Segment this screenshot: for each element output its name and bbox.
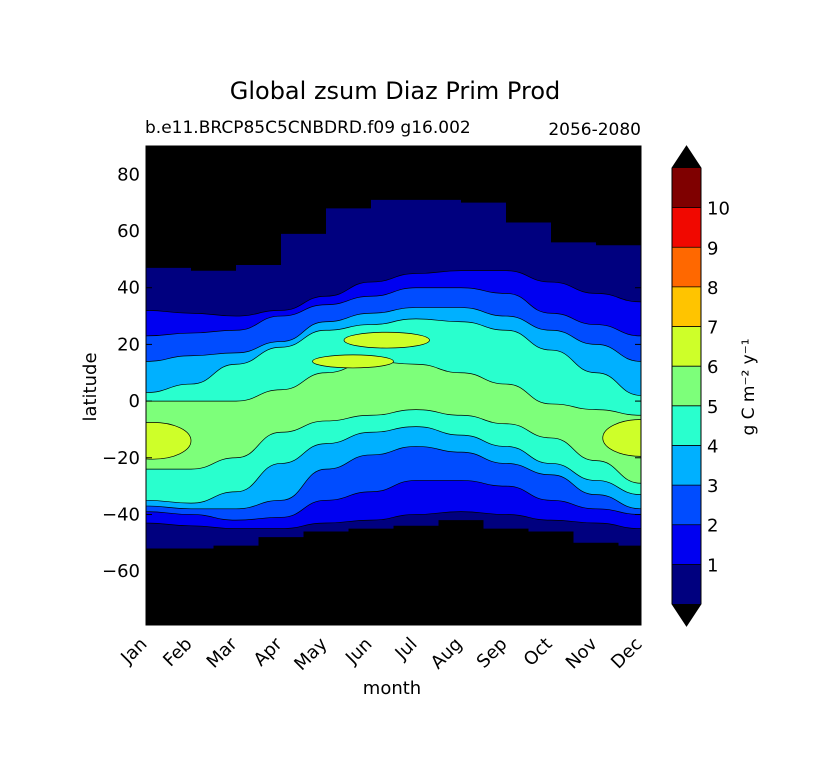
colorbar-swatch bbox=[672, 445, 701, 486]
x-axis-label: month bbox=[363, 678, 421, 699]
chart-subtitle-right: 2056-2080 bbox=[548, 120, 641, 140]
colorbar-swatch bbox=[672, 564, 701, 604]
colorbar-swatch bbox=[672, 326, 701, 367]
x-tick-label: Aug bbox=[427, 634, 467, 674]
colorbar-swatch bbox=[672, 168, 701, 208]
y-tick-label: 0 bbox=[129, 391, 140, 412]
x-tick-label: Dec bbox=[607, 634, 646, 673]
x-tick-label: Nov bbox=[562, 633, 602, 673]
colorbar-swatch bbox=[672, 405, 701, 446]
y-tick-label: 80 bbox=[117, 164, 140, 185]
colorbar-tick-label: 4 bbox=[707, 436, 718, 457]
colorbar-swatch bbox=[672, 207, 701, 248]
contour-max-jan bbox=[146, 422, 192, 460]
colorbar-tick-label: 2 bbox=[707, 516, 718, 537]
colorbar-tick-label: 7 bbox=[707, 318, 718, 339]
colorbar-swatch bbox=[672, 366, 701, 406]
colorbar-frame bbox=[671, 145, 702, 627]
colorbar-tick-label: 3 bbox=[707, 476, 718, 497]
contour-max-jun-high bbox=[343, 331, 430, 349]
colorbar-tick-label: 5 bbox=[707, 397, 718, 418]
x-tick-label: Mar bbox=[203, 633, 242, 672]
colorbar-swatch bbox=[672, 247, 701, 287]
y-tick-label: −40 bbox=[102, 504, 140, 525]
colorbar-tick-label: 8 bbox=[707, 278, 718, 299]
x-tick-label: Sep bbox=[473, 634, 512, 673]
x-tick-label: Feb bbox=[159, 634, 196, 671]
chart-title: Global zsum Diaz Prim Prod bbox=[230, 77, 561, 105]
colorbar-extend-min bbox=[672, 604, 701, 626]
y-tick-label: 40 bbox=[117, 278, 140, 299]
y-axis-label: latitude bbox=[80, 352, 101, 421]
x-tick-label: May bbox=[290, 633, 331, 674]
contour-max-dec bbox=[602, 419, 641, 457]
colorbar-swatch bbox=[672, 286, 701, 327]
x-tick-label: Jun bbox=[341, 634, 376, 669]
colorbar-swatch bbox=[672, 524, 701, 565]
y-tick-label: 20 bbox=[117, 334, 140, 355]
chart-subtitle-left: b.e11.BRCP85C5CNBDRD.f09 g16.002 bbox=[145, 118, 471, 138]
colorbar-extend-max bbox=[672, 146, 701, 168]
colorbar-tick-label: 9 bbox=[707, 238, 718, 259]
colorbar-tick-label: 10 bbox=[707, 199, 730, 220]
colorbar-tick-label: 6 bbox=[707, 357, 718, 378]
y-tick-label: −60 bbox=[102, 561, 140, 582]
colorbar-swatch bbox=[672, 485, 701, 525]
contour-max-jun-low bbox=[312, 354, 394, 369]
y-tick-label: −20 bbox=[102, 448, 140, 469]
y-tick-label: 60 bbox=[117, 221, 140, 242]
x-tick-label: Jul bbox=[391, 634, 422, 665]
x-tick-label: Oct bbox=[520, 634, 557, 671]
x-tick-label: Apr bbox=[250, 633, 287, 670]
x-tick-label: Jan bbox=[116, 634, 151, 669]
colorbar-tick-label: 1 bbox=[707, 555, 718, 576]
colorbar-label: g C m⁻² y⁻¹ bbox=[739, 338, 759, 435]
plot-frame bbox=[145, 145, 642, 626]
